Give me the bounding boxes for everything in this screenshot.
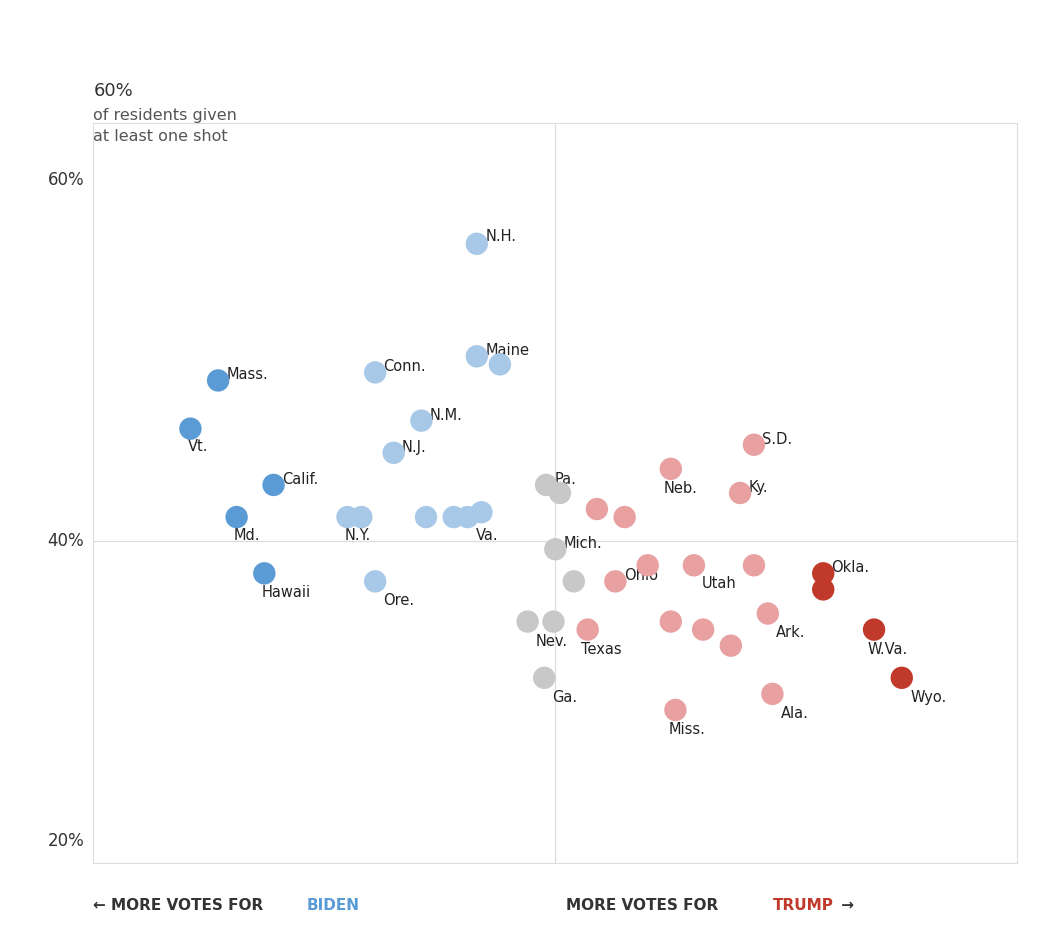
Text: 60%: 60% xyxy=(48,171,84,189)
Point xyxy=(685,557,702,573)
Text: Calif.: Calif. xyxy=(282,472,319,487)
Point xyxy=(722,638,739,653)
Text: →: → xyxy=(836,898,853,913)
Text: Hawaii: Hawaii xyxy=(262,585,310,600)
Point xyxy=(617,509,633,524)
Point xyxy=(366,365,383,380)
Text: W.Va.: W.Va. xyxy=(867,642,907,657)
Text: N.H.: N.H. xyxy=(485,229,516,245)
Point xyxy=(519,614,536,629)
Point xyxy=(228,509,245,524)
Point xyxy=(366,574,383,589)
Point xyxy=(732,485,748,501)
Text: N.J.: N.J. xyxy=(402,440,427,455)
Text: Va.: Va. xyxy=(475,528,498,542)
Point xyxy=(210,373,226,388)
Point xyxy=(815,582,831,597)
Point xyxy=(545,614,562,629)
Text: at least one shot: at least one shot xyxy=(93,129,228,144)
Point xyxy=(417,509,434,524)
Point xyxy=(547,541,564,556)
Point xyxy=(468,236,485,251)
Text: Ore.: Ore. xyxy=(383,593,414,609)
Point xyxy=(745,437,762,452)
Text: Wyo.: Wyo. xyxy=(910,690,947,704)
Point xyxy=(607,574,624,589)
Text: Mich.: Mich. xyxy=(564,537,602,551)
Point xyxy=(815,566,831,581)
Text: Miss.: Miss. xyxy=(668,722,706,737)
Text: 60%: 60% xyxy=(93,82,133,100)
Text: Ala.: Ala. xyxy=(781,706,809,720)
Point xyxy=(745,557,762,573)
Text: Texas: Texas xyxy=(580,642,622,657)
Point xyxy=(589,501,605,517)
Point xyxy=(413,413,430,428)
Point xyxy=(445,509,462,524)
Point xyxy=(266,478,282,493)
Point xyxy=(662,462,679,477)
Point xyxy=(536,670,552,685)
Point xyxy=(473,504,490,520)
Point xyxy=(468,349,485,364)
Point xyxy=(694,622,711,637)
Text: Okla.: Okla. xyxy=(831,560,870,575)
Point xyxy=(760,606,776,621)
Text: TRUMP: TRUMP xyxy=(773,898,835,913)
Text: Maine: Maine xyxy=(485,343,529,358)
Point xyxy=(579,622,596,637)
Text: Pa.: Pa. xyxy=(554,472,576,487)
Point xyxy=(492,356,509,372)
Point xyxy=(639,557,656,573)
Text: Md.: Md. xyxy=(234,528,261,542)
Text: BIDEN: BIDEN xyxy=(306,898,359,913)
Point xyxy=(353,509,370,524)
Point xyxy=(764,686,781,702)
Text: Mass.: Mass. xyxy=(226,368,268,382)
Text: 20%: 20% xyxy=(48,831,84,849)
Point xyxy=(459,509,475,524)
Point xyxy=(385,446,402,461)
Text: Neb.: Neb. xyxy=(664,481,698,496)
Text: N.Y.: N.Y. xyxy=(345,528,371,542)
Point xyxy=(667,702,684,718)
Point xyxy=(894,670,910,685)
Text: N.M.: N.M. xyxy=(430,408,463,423)
Point xyxy=(662,614,679,629)
Text: Vt.: Vt. xyxy=(188,439,209,454)
Text: Ga.: Ga. xyxy=(552,690,578,704)
Text: of residents given: of residents given xyxy=(93,108,238,123)
Text: 40%: 40% xyxy=(48,532,84,550)
Text: Ky.: Ky. xyxy=(748,480,768,495)
Point xyxy=(866,622,882,637)
Text: S.D.: S.D. xyxy=(762,431,792,447)
Point xyxy=(538,478,554,493)
Point xyxy=(551,485,568,501)
Point xyxy=(566,574,582,589)
Text: Nev.: Nev. xyxy=(536,633,568,648)
Point xyxy=(182,421,198,436)
Text: MORE VOTES FOR: MORE VOTES FOR xyxy=(566,898,723,913)
Point xyxy=(339,509,356,524)
Point xyxy=(256,566,273,581)
Text: Utah: Utah xyxy=(703,575,737,591)
Text: Conn.: Conn. xyxy=(383,359,427,374)
Text: ← MORE VOTES FOR: ← MORE VOTES FOR xyxy=(93,898,269,913)
Text: Ohio: Ohio xyxy=(624,568,658,583)
Text: Ark.: Ark. xyxy=(776,626,805,641)
